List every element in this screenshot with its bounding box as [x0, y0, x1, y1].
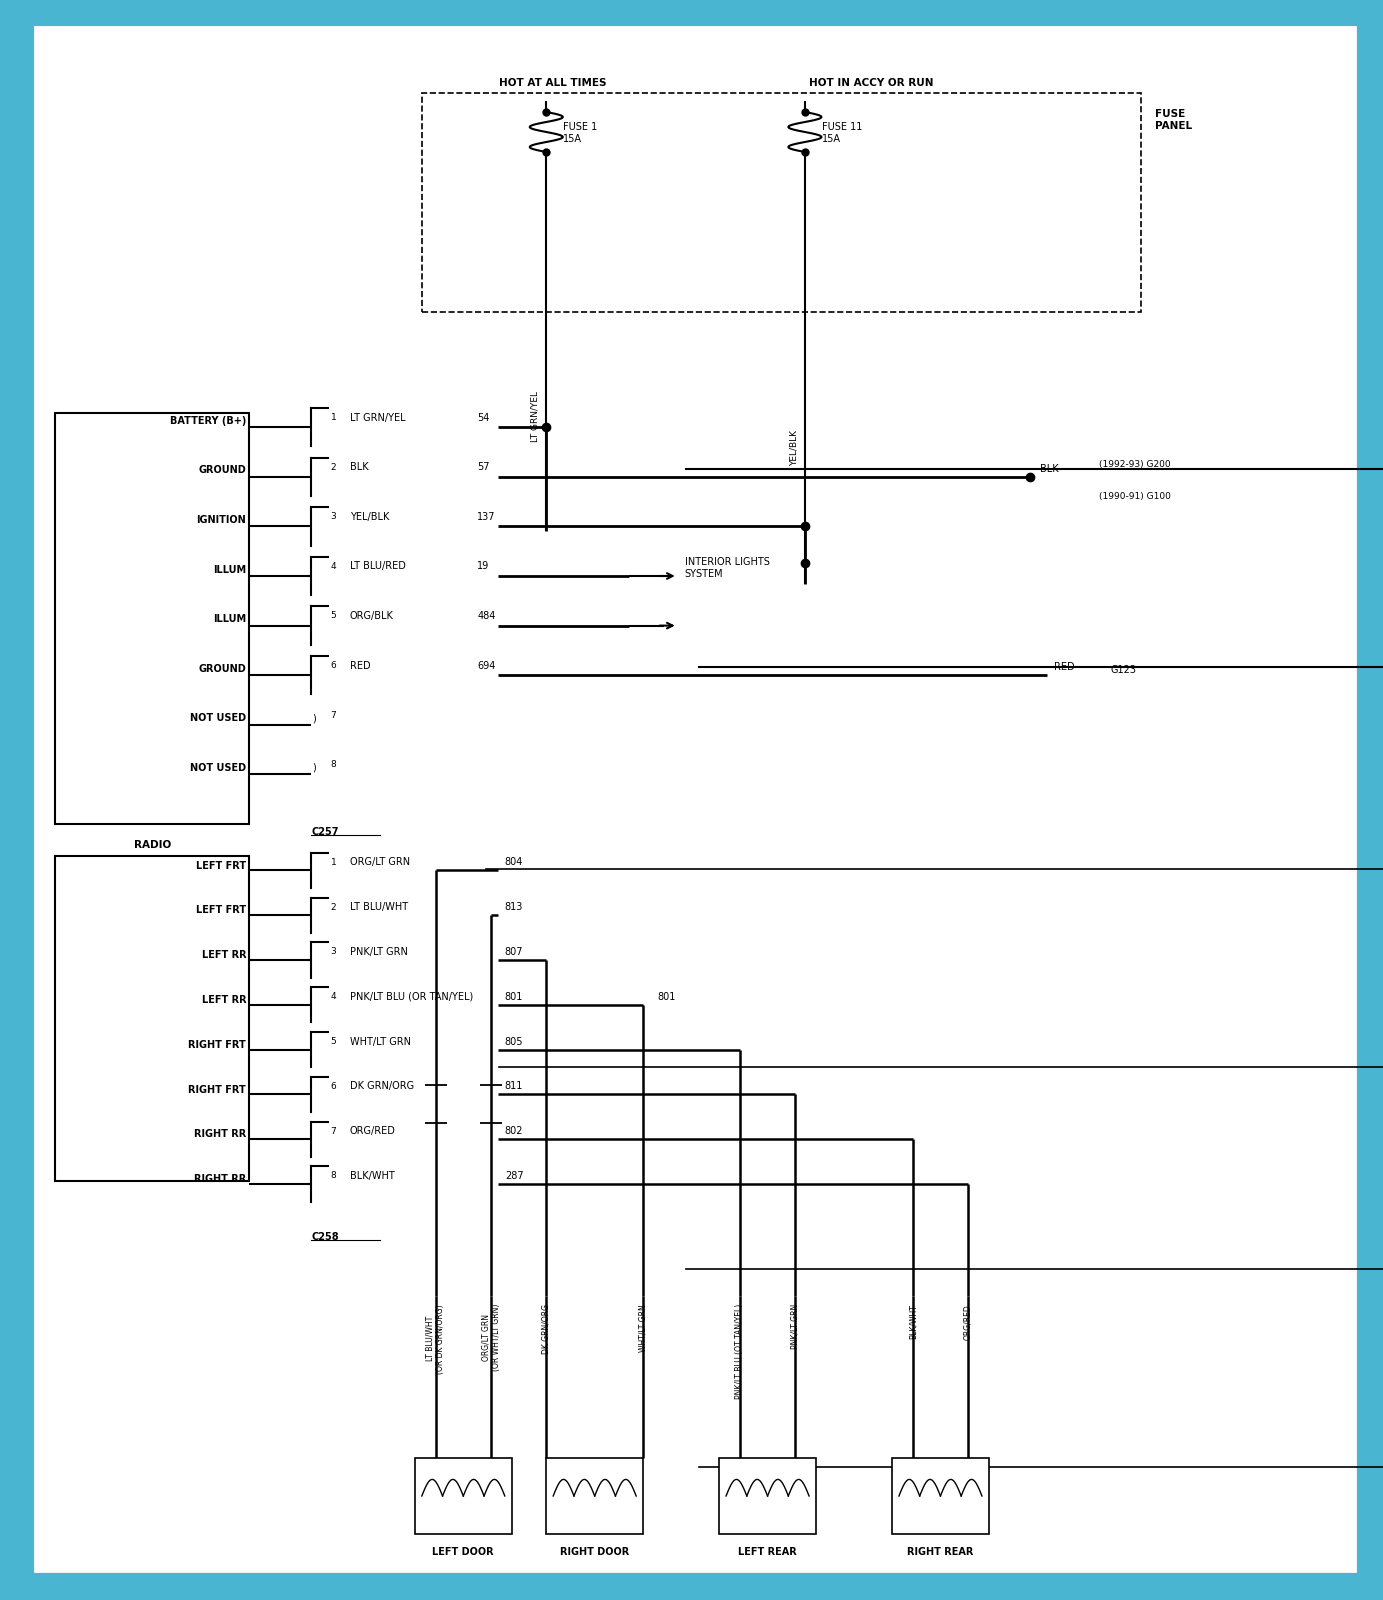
Text: 57: 57	[477, 462, 490, 472]
Bar	[415, 1458, 512, 1534]
Text: 7: 7	[331, 1126, 336, 1136]
Text: LEFT RR: LEFT RR	[202, 950, 246, 960]
Text: 807: 807	[505, 947, 523, 957]
Text: FUSE
PANEL: FUSE PANEL	[1155, 109, 1192, 131]
Text: 813: 813	[505, 902, 523, 912]
Text: 4: 4	[331, 562, 336, 571]
Text: IGNITION: IGNITION	[196, 515, 246, 525]
Text: RIGHT FRT: RIGHT FRT	[188, 1040, 246, 1050]
Text: C257: C257	[311, 827, 339, 837]
Bar	[546, 1458, 643, 1534]
Text: RIGHT RR: RIGHT RR	[194, 1174, 246, 1184]
Text: 8: 8	[331, 1171, 336, 1181]
Text: ): )	[313, 763, 315, 773]
Text: LT BLU/RED: LT BLU/RED	[350, 562, 405, 571]
Text: ORG/LT GRN: ORG/LT GRN	[350, 858, 409, 867]
Text: 287: 287	[505, 1171, 523, 1181]
Text: 3: 3	[331, 947, 336, 957]
Text: BLK/WHT: BLK/WHT	[350, 1171, 394, 1181]
Text: GROUND: GROUND	[198, 466, 246, 475]
Text: 804: 804	[505, 858, 523, 867]
Text: ORG/BLK: ORG/BLK	[350, 611, 394, 621]
Text: ): )	[313, 714, 315, 723]
Text: FUSE 1
15A: FUSE 1 15A	[563, 122, 597, 144]
Text: 801: 801	[505, 992, 523, 1002]
Text: RED: RED	[350, 661, 371, 670]
Text: GROUND: GROUND	[198, 664, 246, 674]
Text: NOT USED: NOT USED	[189, 763, 246, 773]
Text: 801: 801	[657, 992, 675, 1002]
Text: HOT IN ACCY OR RUN: HOT IN ACCY OR RUN	[809, 78, 934, 88]
Text: 54: 54	[477, 413, 490, 422]
Text: ORG/RED: ORG/RED	[964, 1304, 972, 1339]
Text: FUSE 11
15A: FUSE 11 15A	[822, 122, 862, 144]
Text: BLK: BLK	[350, 462, 368, 472]
Text: NOT USED: NOT USED	[189, 714, 246, 723]
Text: RIGHT REAR: RIGHT REAR	[907, 1547, 974, 1557]
Text: PNK/LT BLU (OR TAN/YEL): PNK/LT BLU (OR TAN/YEL)	[350, 992, 473, 1002]
Text: ORG/LT GRN
(OR WHT/LT GRN): ORG/LT GRN (OR WHT/LT GRN)	[481, 1304, 501, 1371]
Text: LT GRN/YEL: LT GRN/YEL	[531, 390, 539, 442]
Text: 5: 5	[331, 1037, 336, 1046]
Text: LT GRN/YEL: LT GRN/YEL	[350, 413, 405, 422]
Text: 8: 8	[331, 760, 336, 770]
Text: ILLUM: ILLUM	[213, 565, 246, 574]
Text: WHT/LT GRN: WHT/LT GRN	[350, 1037, 411, 1046]
Text: BLK/WHT: BLK/WHT	[909, 1304, 917, 1339]
Text: ORG/RED: ORG/RED	[350, 1126, 396, 1136]
Text: LEFT FRT: LEFT FRT	[196, 906, 246, 915]
Text: 3: 3	[331, 512, 336, 522]
Bar	[719, 1458, 816, 1534]
Text: DK GRN/ORG: DK GRN/ORG	[542, 1304, 550, 1354]
Bar	[422, 93, 1141, 312]
Text: 19: 19	[477, 562, 490, 571]
Text: PNK/LT GRN: PNK/LT GRN	[350, 947, 408, 957]
Text: RED: RED	[1054, 662, 1075, 672]
Text: HOT AT ALL TIMES: HOT AT ALL TIMES	[499, 78, 607, 88]
Text: G123: G123	[1111, 666, 1137, 675]
Text: 1: 1	[331, 858, 336, 867]
Text: RIGHT DOOR: RIGHT DOOR	[560, 1547, 629, 1557]
Text: 2: 2	[331, 902, 336, 912]
Text: LT BLU/WHT: LT BLU/WHT	[350, 902, 408, 912]
Text: YEL/BLK: YEL/BLK	[790, 430, 798, 466]
Text: BLK: BLK	[1040, 464, 1058, 474]
Bar	[892, 1458, 989, 1534]
Text: PNK/LT GRN: PNK/LT GRN	[791, 1304, 799, 1349]
Text: 484: 484	[477, 611, 495, 621]
Text: 5: 5	[331, 611, 336, 621]
Text: RIGHT FRT: RIGHT FRT	[188, 1085, 246, 1094]
Text: 802: 802	[505, 1126, 523, 1136]
Text: 4: 4	[331, 992, 336, 1002]
Text: RADIO: RADIO	[134, 840, 170, 850]
Text: 2: 2	[331, 462, 336, 472]
Text: PNK/LT BLU (OT TAN/YEL): PNK/LT BLU (OT TAN/YEL)	[736, 1304, 744, 1400]
Text: RIGHT RR: RIGHT RR	[194, 1130, 246, 1139]
Text: 6: 6	[331, 661, 336, 670]
Text: C258: C258	[311, 1232, 339, 1242]
Text: 137: 137	[477, 512, 495, 522]
Bar	[55, 856, 249, 1181]
Text: DK GRN/ORG: DK GRN/ORG	[350, 1082, 414, 1091]
Text: 805: 805	[505, 1037, 523, 1046]
Text: LEFT DOOR: LEFT DOOR	[433, 1547, 494, 1557]
Text: LT BLU/WHT
(OR DK GRN/ORG): LT BLU/WHT (OR DK GRN/ORG)	[426, 1304, 445, 1374]
Text: WHT/LT GRN: WHT/LT GRN	[639, 1304, 647, 1352]
Text: LEFT RR: LEFT RR	[202, 995, 246, 1005]
Text: 7: 7	[331, 710, 336, 720]
Text: LEFT FRT: LEFT FRT	[196, 861, 246, 870]
Text: 6: 6	[331, 1082, 336, 1091]
Text: ILLUM: ILLUM	[213, 614, 246, 624]
Text: LEFT REAR: LEFT REAR	[739, 1547, 797, 1557]
Text: 1: 1	[331, 413, 336, 422]
Bar	[55, 413, 249, 824]
Text: INTERIOR LIGHTS
SYSTEM: INTERIOR LIGHTS SYSTEM	[685, 557, 769, 579]
Text: 811: 811	[505, 1082, 523, 1091]
Text: (1992-93) G200: (1992-93) G200	[1099, 459, 1171, 469]
Text: BATTERY (B+): BATTERY (B+)	[170, 416, 246, 426]
Text: 694: 694	[477, 661, 495, 670]
Text: (1990-91) G100: (1990-91) G100	[1099, 491, 1171, 501]
Text: YEL/BLK: YEL/BLK	[350, 512, 389, 522]
